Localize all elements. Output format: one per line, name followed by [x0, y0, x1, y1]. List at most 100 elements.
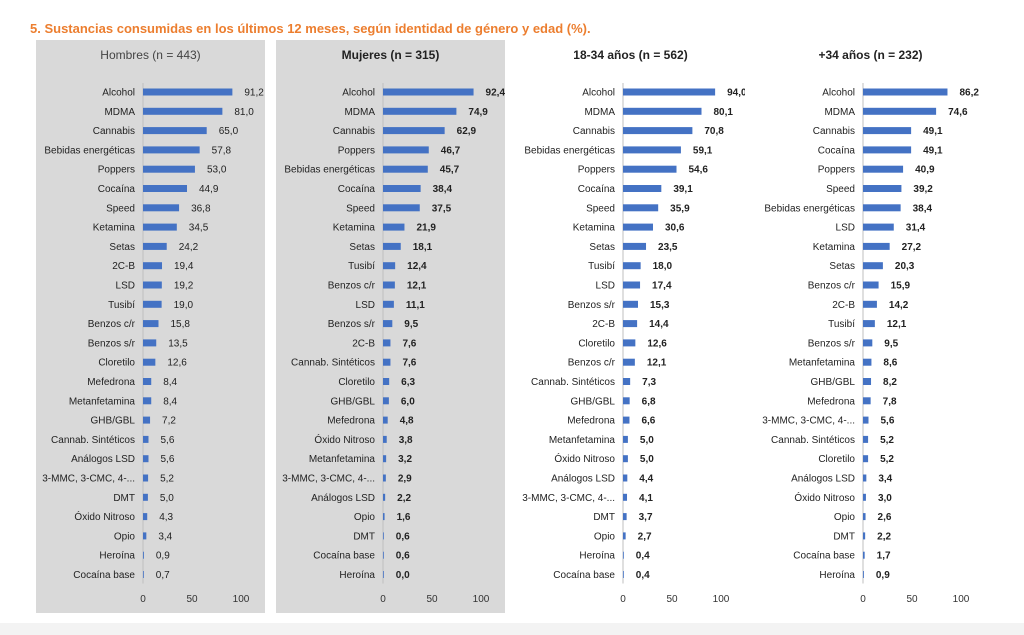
- bar: [143, 474, 149, 482]
- data-label: 5,0: [160, 493, 174, 504]
- category-label: DMT: [833, 531, 855, 542]
- data-label: 2,2: [877, 531, 891, 542]
- category-label: MDMA: [824, 107, 855, 118]
- category-label: Tusibí: [348, 261, 375, 272]
- category-label: Mefedrona: [87, 377, 135, 388]
- bar: [863, 320, 875, 328]
- bar: [143, 571, 144, 578]
- bar: [623, 455, 628, 463]
- bar: [143, 455, 149, 463]
- bar: [863, 127, 912, 135]
- bar: [863, 378, 872, 385]
- data-label: 2,2: [397, 493, 411, 504]
- data-label: 8,4: [163, 396, 177, 407]
- category-label: Benzos s/r: [808, 338, 856, 349]
- bar: [623, 300, 638, 308]
- bar-chart-hombres: Alcohol 91,2 MDMA 81,0 Cannabis 65,0 Bebidas e…: [42, 83, 264, 605]
- data-label: 35,9: [670, 203, 690, 214]
- data-label: 9,5: [884, 338, 898, 349]
- category-label: Alcohol: [342, 88, 375, 99]
- bar: [383, 185, 421, 192]
- bar: [623, 88, 716, 96]
- category-label: Cannabis: [333, 126, 375, 137]
- bar: [623, 416, 630, 424]
- bar: [383, 127, 445, 135]
- bar: [863, 339, 873, 347]
- data-label: 49,1: [923, 126, 943, 137]
- category-label: Metanfetamina: [789, 358, 856, 369]
- bar: [863, 397, 871, 405]
- bar: [863, 532, 866, 540]
- category-label: MDMA: [344, 107, 375, 118]
- bar: [143, 358, 156, 366]
- data-label: 70,8: [704, 126, 724, 137]
- category-label: MDMA: [584, 107, 615, 118]
- x-tick-label: 0: [620, 594, 626, 605]
- chart-title: Hombres (n = 443): [100, 48, 201, 62]
- data-label: 23,5: [658, 242, 678, 253]
- category-label: Heroína: [579, 551, 615, 562]
- category-label: DMT: [593, 512, 615, 523]
- bar: [383, 513, 385, 521]
- data-label: 3,2: [398, 454, 412, 465]
- bar: [623, 165, 677, 173]
- bar: [863, 185, 902, 192]
- bar: [383, 339, 391, 347]
- footer-bar: [0, 623, 1024, 635]
- bar: [383, 435, 387, 443]
- data-label: 46,7: [441, 145, 461, 156]
- category-label: 2C-B: [112, 261, 135, 272]
- chart-panel-18-34: 18-34 años (n = 562) Alcohol 94,0 MDMA 80,1…: [516, 40, 745, 613]
- bar: [143, 146, 200, 154]
- x-tick-label: 100: [233, 594, 250, 605]
- data-label: 15,8: [170, 319, 190, 330]
- category-label: 2C-B: [352, 338, 375, 349]
- data-label: 6,0: [401, 396, 415, 407]
- category-label: Benzos c/r: [808, 281, 856, 292]
- bar: [383, 88, 474, 96]
- data-label: 12,1: [647, 358, 667, 369]
- category-label: MDMA: [104, 107, 135, 118]
- data-label: 19,4: [174, 261, 194, 272]
- bar: [623, 435, 628, 443]
- bar: [143, 339, 157, 347]
- category-label: Setas: [829, 261, 855, 272]
- x-tick-label: 50: [426, 594, 438, 605]
- category-label: Tusibí: [108, 300, 135, 311]
- category-label: Setas: [109, 242, 135, 253]
- category-label: Óxido Nitroso: [794, 491, 855, 504]
- category-label: Análogos LSD: [311, 493, 375, 504]
- category-label: Cloretilo: [338, 377, 375, 388]
- category-label: Alcohol: [822, 88, 855, 99]
- data-label: 3,4: [158, 531, 172, 542]
- category-label: Opio: [594, 531, 616, 542]
- category-label: 2C-B: [832, 300, 855, 311]
- data-label: 94,0: [727, 88, 745, 99]
- data-label: 54,6: [689, 165, 709, 176]
- category-label: Cocaína base: [793, 551, 855, 562]
- data-label: 62,9: [457, 126, 477, 137]
- data-label: 8,6: [883, 358, 897, 369]
- data-label: 12,1: [407, 281, 427, 292]
- bar: [623, 532, 626, 540]
- bar: [383, 262, 396, 270]
- data-label: 6,8: [642, 396, 656, 407]
- data-label: 31,4: [906, 223, 926, 234]
- category-label: Mefedrona: [807, 396, 855, 407]
- data-label: 5,2: [160, 474, 174, 485]
- bar: [863, 281, 879, 289]
- x-tick-label: 50: [906, 594, 918, 605]
- data-label: 8,2: [883, 377, 897, 388]
- data-label: 7,6: [402, 358, 416, 369]
- category-label: Poppers: [578, 165, 615, 176]
- bar: [383, 397, 389, 405]
- bar: [863, 416, 869, 424]
- data-label: 18,0: [653, 261, 673, 272]
- data-label: 3,8: [399, 435, 413, 446]
- bar: [143, 513, 148, 521]
- category-label: Ketamina: [813, 242, 856, 253]
- data-label: 15,3: [650, 300, 670, 311]
- data-label: 12,6: [167, 358, 187, 369]
- category-label: Bebidas energéticas: [764, 203, 855, 214]
- bar: [143, 320, 159, 328]
